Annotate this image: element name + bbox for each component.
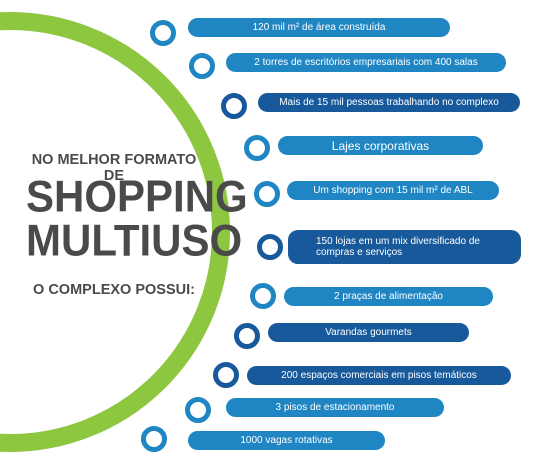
bullet-ring-icon	[189, 53, 215, 79]
bullet-ring-icon	[221, 93, 247, 119]
bullet-ring-icon	[213, 362, 239, 388]
bullet-ring-icon	[141, 426, 167, 452]
feature-pill-workers: Mais de 15 mil pessoas trabalhando no co…	[258, 93, 520, 112]
feature-pill-vagas: 1000 vagas rotativas	[188, 431, 385, 450]
feature-pill-varandas: Varandas gourmets	[268, 323, 469, 342]
headline-shopping: SHOPPING	[26, 171, 248, 222]
bullet-ring-icon	[234, 323, 260, 349]
headline-multiuso: MULTIUSO	[26, 215, 243, 266]
bullet-ring-icon	[244, 135, 270, 161]
bullet-ring-icon	[250, 283, 276, 309]
feature-pill-food: 2 praças de alimentação	[284, 287, 493, 306]
bullet-ring-icon	[150, 20, 176, 46]
feature-pill-area: 120 mil m² de área construída	[188, 18, 450, 37]
feature-pill-espacos: 200 espaços comerciais em pisos temático…	[247, 366, 511, 385]
bullet-ring-icon	[185, 397, 211, 423]
headline-intro: NO MELHOR FORMATO DE	[31, 152, 197, 184]
bullet-ring-icon	[254, 181, 280, 207]
bullet-ring-icon	[257, 234, 283, 260]
feature-pill-stores: 150 lojas em um mix diversificado de com…	[288, 230, 521, 264]
feature-pill-parking: 3 pisos de estacionamento	[226, 398, 444, 417]
feature-pill-lajes: Lajes corporativas	[278, 136, 483, 155]
headline-complexo: O COMPLEXO POSSUI:	[33, 282, 195, 298]
feature-pill-shopping: Um shopping com 15 mil m² de ABL	[287, 181, 499, 200]
feature-pill-towers: 2 torres de escritórios empresariais com…	[226, 53, 506, 72]
